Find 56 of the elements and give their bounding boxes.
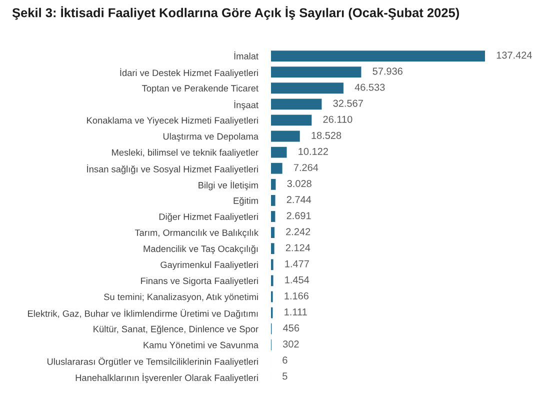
bar [271, 114, 312, 126]
data-label: 5 [282, 372, 288, 380]
y-tick-label: Elektrik, Gaz, Buhar ve İklimlendirme Üretimi ve Dağıtımı [28, 308, 258, 319]
data-label: 3.028 [287, 180, 312, 188]
y-tick-label: Uluslararası Örgütler ve Temsilciliklerinin Faaliyetleri [47, 357, 258, 367]
data-label: 1.166 [284, 292, 309, 300]
bar [271, 194, 276, 206]
data-label: 302 [282, 340, 299, 348]
y-tick-label: Tarım, Ormancılık ve Balıkçılık [134, 229, 259, 238]
data-label: 1.477 [285, 260, 309, 268]
y-tick-label: Madencilik ve Taş Ocakçılığı [144, 245, 258, 254]
y-tick-label: Eğitim [234, 197, 258, 206]
y-tick-label: Kültür, Sanat, Eğlence, Dinlence ve Spor [94, 325, 258, 334]
data-label: 57.936 [372, 68, 402, 75]
y-tick-label: Hanehalklarının İşverenler Olarak Faaliyetleri [76, 373, 258, 383]
data-label: 2.744 [286, 196, 312, 204]
data-label: 1.454 [285, 276, 310, 284]
bar [271, 66, 362, 78]
data-label: 10.122 [298, 148, 328, 155]
bar [271, 162, 282, 174]
y-tick-label: İmalat [234, 51, 258, 60]
y-tick-label: Mesleki, bilimsel ve teknik faaliyetler [112, 148, 258, 158]
data-label: 137.424 [496, 52, 532, 59]
data-label: 18.528 [312, 132, 342, 139]
y-tick-label: İdari ve Destek Hizmet Faaliyetleri [120, 68, 258, 78]
y-tick-label: Bilgi ve İletişim [198, 180, 258, 190]
bar [271, 243, 274, 254]
y-tick-label: Toptan ve Perakende Ticaret [142, 84, 258, 94]
data-label: 32.567 [333, 100, 363, 107]
bar [271, 227, 274, 238]
chart-title: Şekil 3: İktisadi Faaliyet Kodlarına Göre Açık İş Sayıları (Ocak-Şubat 2025) [12, 6, 460, 20]
y-tick-label: Diğer Hizmet Faaliyetleri [159, 213, 258, 222]
y-tick-label: İnşaat [234, 100, 258, 110]
data-label: 7.264 [294, 164, 318, 172]
data-label: 26.110 [323, 116, 352, 123]
data-label: 46.533 [354, 84, 385, 91]
data-label: 2.691 [286, 212, 311, 220]
data-label: 2.242 [286, 228, 310, 236]
bar [271, 98, 322, 110]
data-label: 456 [283, 324, 300, 332]
bar [271, 50, 485, 62]
y-tick-label: İnsan sağlığı ve Sosyal Hizmet Faaliyetleri [87, 164, 258, 174]
y-tick-label: Finans ve Sigorta Faaliyetleri [141, 277, 258, 286]
y-tick-label: Kamu Yönetimi ve Savunma [144, 342, 259, 348]
data-label: 2.124 [286, 244, 310, 252]
y-tick-label: Ulaştırma ve Depolama [163, 132, 259, 142]
data-label: 1.111 [284, 308, 307, 316]
y-tick-label: Su temini; Kanalizasyon, Atık yönetimi [104, 293, 258, 302]
bar [271, 130, 300, 142]
bar [271, 211, 276, 222]
y-tick-label: Gayrimenkul Faaliyetleri [160, 261, 258, 270]
bar [271, 146, 287, 158]
bar [271, 82, 344, 94]
y-tick-label: Konaklama ve Yiyecek Hizmeti Faaliyetleri [87, 116, 258, 126]
data-label: 6 [282, 356, 288, 364]
bar [271, 178, 276, 190]
